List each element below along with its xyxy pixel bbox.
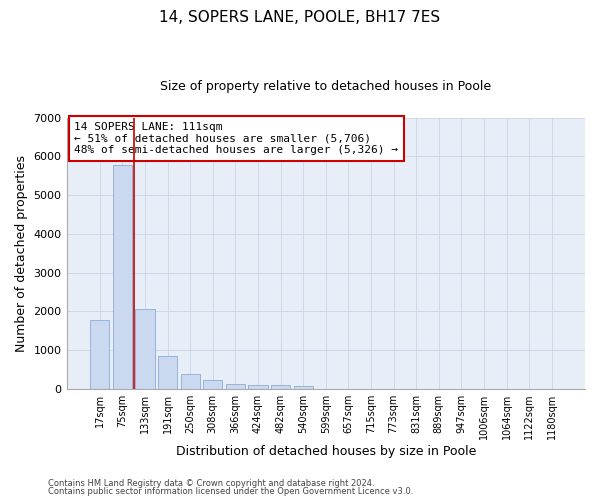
Bar xyxy=(293,386,313,388)
Bar xyxy=(158,356,177,388)
Bar xyxy=(181,374,200,388)
Bar xyxy=(271,385,290,388)
Y-axis label: Number of detached properties: Number of detached properties xyxy=(15,154,28,352)
Bar xyxy=(226,384,245,388)
Bar xyxy=(203,380,223,388)
Text: Contains public sector information licensed under the Open Government Licence v3: Contains public sector information licen… xyxy=(48,487,413,496)
Text: Contains HM Land Registry data © Crown copyright and database right 2024.: Contains HM Land Registry data © Crown c… xyxy=(48,478,374,488)
Bar xyxy=(90,320,109,388)
X-axis label: Distribution of detached houses by size in Poole: Distribution of detached houses by size … xyxy=(176,444,476,458)
Bar xyxy=(136,309,155,388)
Bar xyxy=(248,385,268,388)
Bar xyxy=(113,165,132,388)
Text: 14, SOPERS LANE, POOLE, BH17 7ES: 14, SOPERS LANE, POOLE, BH17 7ES xyxy=(160,10,440,25)
Text: 14 SOPERS LANE: 111sqm
← 51% of detached houses are smaller (5,706)
48% of semi-: 14 SOPERS LANE: 111sqm ← 51% of detached… xyxy=(74,122,398,155)
Title: Size of property relative to detached houses in Poole: Size of property relative to detached ho… xyxy=(160,80,491,93)
